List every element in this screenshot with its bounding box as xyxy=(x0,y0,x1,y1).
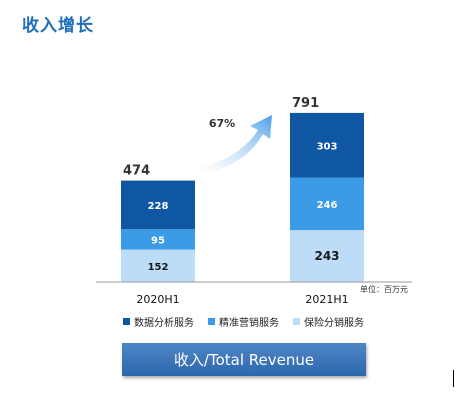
bar-segment-insurance xyxy=(121,249,195,282)
total-label: 474 xyxy=(123,164,150,179)
legend-label: 数据分析服务 xyxy=(134,318,194,329)
bar-segment-data-analysis xyxy=(121,180,195,230)
text-cursor xyxy=(453,370,454,387)
stacked-bar-chart: 152 95 228 243 246 303 67% 单位：百万元 474 2020H1 79… xyxy=(96,96,412,306)
data-label: 152 xyxy=(148,262,169,273)
legend-item-insurance: 保险分销服务 xyxy=(293,314,364,329)
bar-segment-precision-marketing xyxy=(121,229,195,250)
bar-segment-insurance xyxy=(290,230,364,282)
legend-label: 保险分销服务 xyxy=(304,318,364,329)
bar-segment-data-analysis xyxy=(290,112,364,178)
legend-swatch xyxy=(208,318,215,325)
total-revenue-banner: 收入/Total Revenue xyxy=(122,343,366,376)
x-tick-label: 2021H1 xyxy=(305,293,348,306)
page-title: 收入增长 xyxy=(22,16,94,36)
growth-arrow-icon xyxy=(198,115,272,176)
x-tick-label: 2020H1 xyxy=(136,293,179,306)
legend-swatch xyxy=(293,318,300,325)
legend-item-data-analysis: 数据分析服务 xyxy=(123,314,194,329)
total-label: 791 xyxy=(292,96,319,111)
data-label: 243 xyxy=(314,249,339,263)
legend-swatch xyxy=(123,318,130,325)
data-label: 303 xyxy=(317,141,338,152)
growth-label: 67% xyxy=(209,117,235,130)
data-label: 228 xyxy=(148,201,169,212)
data-label: 95 xyxy=(151,235,165,246)
unit-note: 单位：百万元 xyxy=(360,284,408,294)
legend-label: 精准营销服务 xyxy=(219,318,279,329)
chart-legend: 数据分析服务 精准营销服务 保险分销服务 xyxy=(123,314,364,329)
data-label: 246 xyxy=(317,200,338,211)
legend-item-precision-marketing: 精准营销服务 xyxy=(208,314,279,329)
bar-segment-precision-marketing xyxy=(290,177,364,231)
